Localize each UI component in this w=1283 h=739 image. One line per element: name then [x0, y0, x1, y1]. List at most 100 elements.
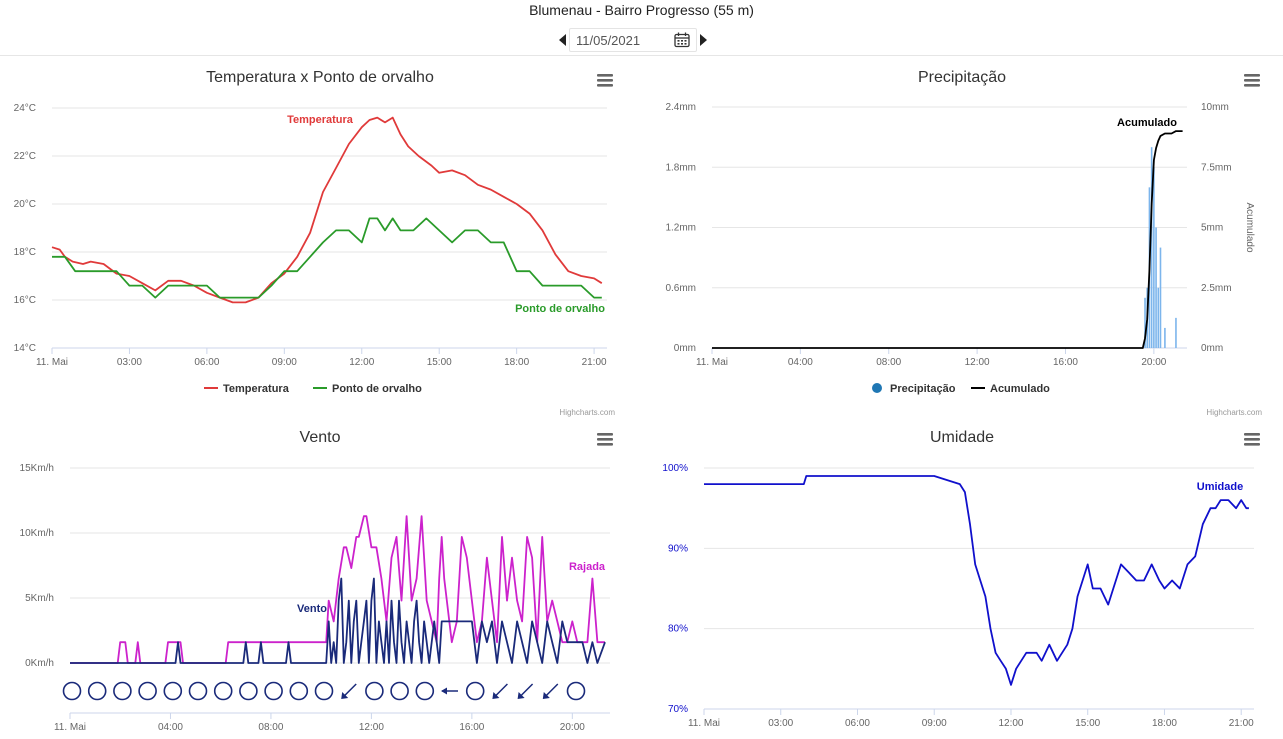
x-tick-label: 21:00: [582, 357, 607, 368]
y2-axis-label: Acumulado: [1244, 202, 1255, 252]
precipitation-bar: [1153, 167, 1155, 348]
arrow-shaft: [493, 683, 508, 698]
wind-calm-marker: [415, 681, 435, 701]
y-tick-label: 90%: [668, 543, 688, 554]
x-tick-label: 08:00: [258, 722, 283, 733]
calendar-icon[interactable]: [674, 32, 690, 48]
x-tick-label: 15:00: [1075, 718, 1100, 729]
menu-icon-bar: [597, 433, 613, 436]
wind-calm-marker: [113, 681, 132, 701]
wind-calm-marker: [213, 681, 233, 701]
x-tick-label: 11. Mai: [54, 722, 86, 733]
x-tick-label: 03:00: [768, 718, 793, 729]
menu-icon-bar: [597, 74, 613, 77]
precipitation-bar: [1157, 287, 1160, 348]
wind-calm-marker: [289, 681, 309, 701]
y-tick-label: 15Km/h: [20, 463, 54, 474]
wind-calm-marker: [390, 681, 409, 701]
wind-direction-arrow-icon: [341, 683, 357, 699]
arrow-head: [441, 687, 447, 695]
y-tick-label: 1.2mm: [665, 223, 696, 234]
series-line-vento: [70, 577, 606, 664]
y-tick-label: 0.6mm: [665, 283, 696, 294]
x-tick-label: 16:00: [459, 722, 484, 733]
arrow-shaft: [544, 683, 559, 698]
precipitation-bar: [1150, 147, 1153, 348]
x-tick-label: 04:00: [788, 357, 813, 368]
x-tick-label: 03:00: [117, 357, 142, 368]
precipitation-bar: [1144, 297, 1146, 348]
precipitation-chart: Precipitação 0mm 0.6mm 1.2mm 1.8mm 2.4mm 0mm 2.…: [665, 69, 1262, 417]
y-tick-label: 18°C: [14, 247, 36, 258]
legend-symbol: [872, 383, 882, 393]
chart-title: Vento: [300, 429, 341, 446]
y-tick-label: 100%: [662, 463, 688, 474]
legend-item[interactable]: Acumulado: [990, 383, 1050, 395]
next-day-button[interactable]: [697, 29, 711, 51]
y2-tick-label: 10mm: [1201, 102, 1229, 113]
y2-tick-label: 0mm: [1201, 343, 1223, 354]
date-picker-field[interactable]: 11/05/2021: [569, 28, 697, 52]
x-tick-label: 21:00: [1229, 718, 1254, 729]
hamburger-menu-icon[interactable]: [1244, 74, 1260, 87]
y-tick-label: 5Km/h: [25, 593, 54, 604]
caret-right-icon: [700, 34, 707, 46]
x-tick-label: 06:00: [845, 718, 870, 729]
legend-item[interactable]: Temperatura: [223, 383, 290, 395]
y-tick-label: 22°C: [14, 151, 36, 162]
wind-direction-arrow-icon: [517, 683, 534, 699]
x-tick-label: 16:00: [1053, 357, 1078, 368]
series-line-rajada: [70, 515, 605, 664]
menu-icon-bar: [1244, 433, 1260, 436]
humidity-chart: Umidade 70% 80% 90% 100% 11. Mai 03:00 06:00 09:…: [662, 429, 1260, 729]
x-tick-label: 18:00: [504, 357, 529, 368]
hamburger-menu-icon[interactable]: [1244, 433, 1260, 446]
menu-icon-bar: [1244, 84, 1260, 87]
series-annotation: Ponto de orvalho: [515, 303, 605, 315]
x-tick-label: 06:00: [194, 357, 219, 368]
y-tick-label: 10Km/h: [20, 528, 54, 539]
wind-direction-arrow-icon: [542, 683, 559, 699]
wind-calm-marker: [87, 681, 107, 701]
previous-day-button[interactable]: [555, 29, 569, 51]
y2-tick-label: 5mm: [1201, 223, 1223, 234]
legend-item[interactable]: Ponto de orvalho: [332, 383, 422, 395]
menu-icon-bar: [1244, 438, 1260, 441]
x-tick-label: 11. Mai: [36, 357, 68, 368]
menu-icon-bar: [597, 443, 613, 446]
precipitation-bar: [1155, 227, 1157, 348]
series-annotation: Acumulado: [1117, 117, 1177, 129]
date-navigator: 11/05/2021: [555, 27, 711, 53]
x-tick-label: 12:00: [359, 722, 384, 733]
x-tick-label: 11. Mai: [688, 718, 720, 729]
wind-chart: Vento 0Km/h 5Km/h 10Km/h 15Km/h 11. Mai 04:00 0…: [20, 429, 613, 733]
hamburger-menu-icon[interactable]: [597, 433, 613, 446]
arrow-head: [492, 692, 500, 699]
x-tick-label: 18:00: [1152, 718, 1177, 729]
header-divider: [0, 55, 1283, 56]
x-tick-label: 15:00: [427, 357, 452, 368]
arrow-shaft: [342, 683, 357, 698]
chart-legend: Precipitação Acumulado: [872, 383, 1050, 395]
hamburger-menu-icon[interactable]: [597, 74, 613, 87]
legend-item[interactable]: Precipitação: [890, 383, 956, 395]
y-tick-label: 80%: [668, 624, 688, 635]
series-line-ponto-de-orvalho: [52, 217, 602, 299]
x-tick-label: 09:00: [272, 357, 297, 368]
chart-title: Umidade: [930, 429, 994, 446]
arrow-head: [542, 692, 550, 699]
y-tick-label: 16°C: [14, 295, 36, 306]
wind-calm-marker: [163, 681, 183, 701]
highcharts-credit: Highcharts.com: [559, 408, 615, 417]
precipitation-bar: [1164, 327, 1166, 348]
x-tick-label: 08:00: [876, 357, 901, 368]
x-tick-label: 20:00: [1141, 357, 1166, 368]
wind-calm-marker: [138, 681, 157, 701]
x-tick-label: 12:00: [998, 718, 1023, 729]
y-tick-label: 0Km/h: [25, 658, 54, 669]
series-annotation: Rajada: [569, 561, 606, 573]
x-tick-label: 04:00: [158, 722, 183, 733]
x-tick-label: 11. Mai: [696, 357, 728, 368]
wind-calm-marker: [465, 681, 485, 701]
wind-calm-marker: [264, 681, 283, 701]
